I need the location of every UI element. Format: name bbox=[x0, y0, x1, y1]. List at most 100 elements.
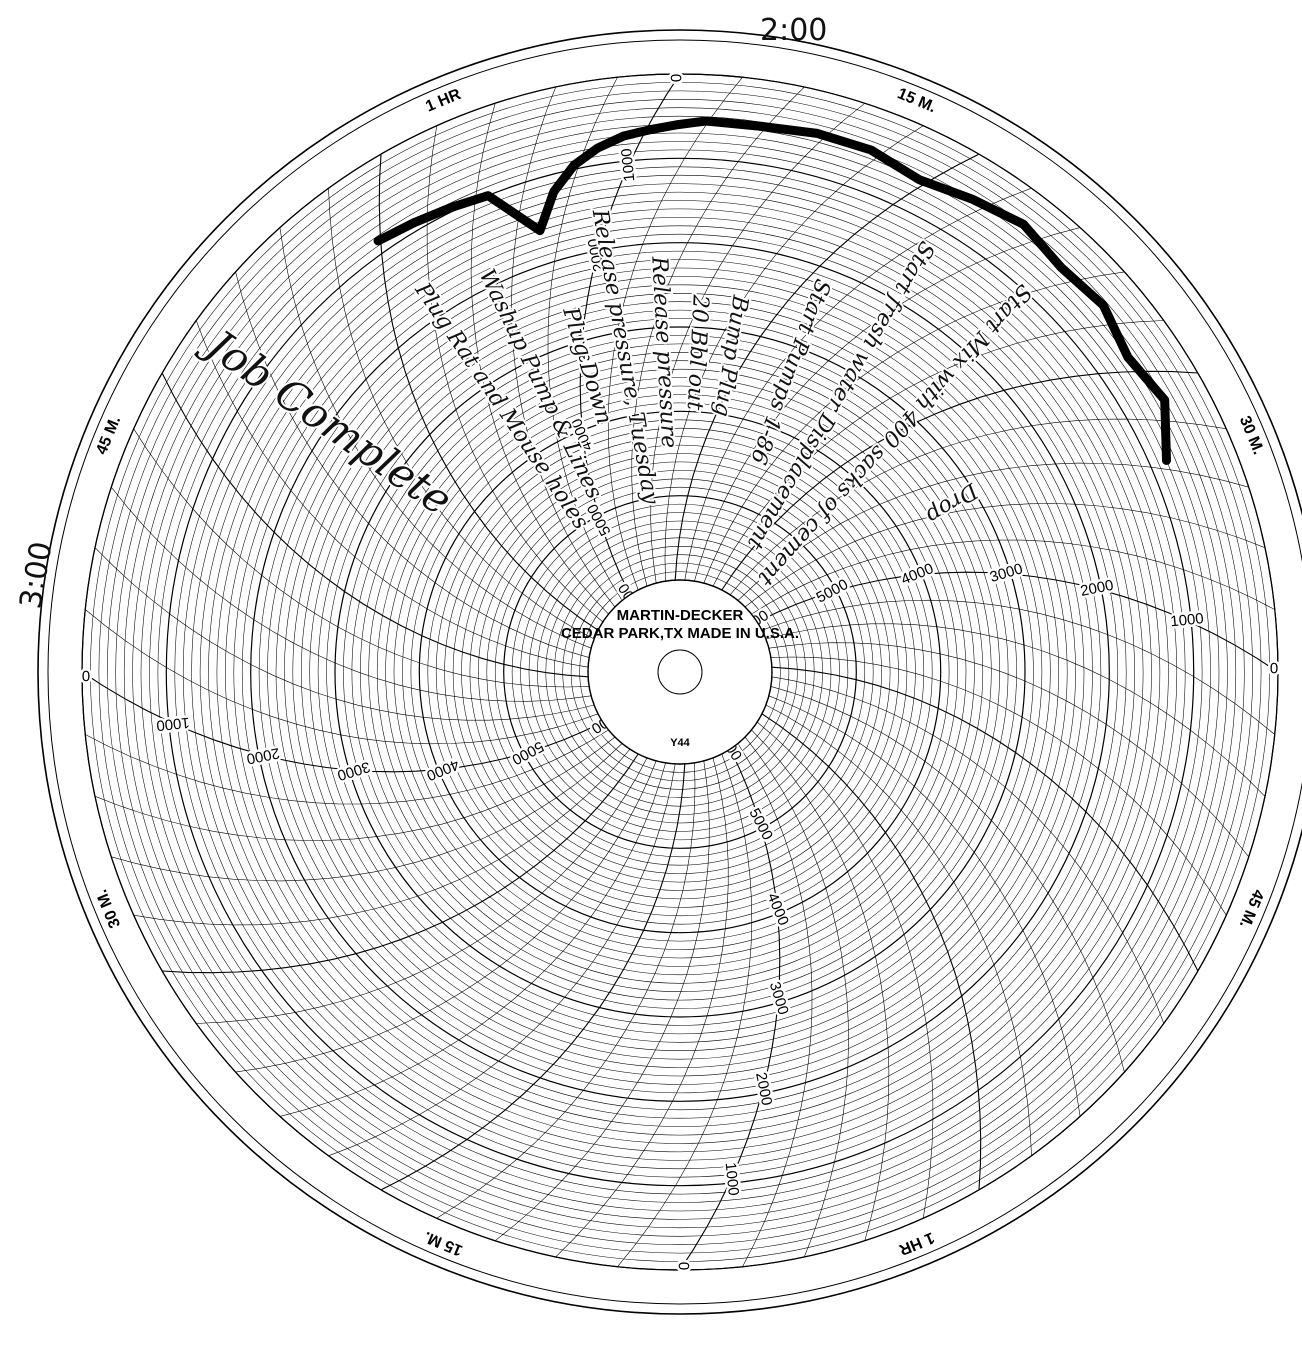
time-arc bbox=[737, 743, 813, 1267]
time-arc bbox=[511, 86, 616, 608]
radial-tick-label: 3000 bbox=[335, 758, 372, 784]
value-circle bbox=[275, 267, 1085, 1077]
value-circle bbox=[537, 529, 823, 815]
time-arc bbox=[85, 729, 609, 805]
value-circle bbox=[317, 309, 1043, 1035]
time-arc bbox=[111, 743, 623, 882]
value-circle bbox=[545, 537, 815, 807]
time-arc bbox=[757, 721, 934, 1219]
value-circle bbox=[115, 107, 1245, 1237]
handwritten-annotation: Release pressure bbox=[646, 255, 681, 449]
time-arc bbox=[279, 227, 592, 649]
time-arc bbox=[751, 539, 1275, 615]
value-circle bbox=[469, 461, 891, 883]
value-circle bbox=[208, 200, 1152, 1144]
value-circle bbox=[157, 149, 1203, 1195]
time-arc bbox=[770, 656, 1227, 916]
value-circle bbox=[284, 276, 1076, 1068]
time-arc bbox=[765, 623, 1266, 797]
time-arc bbox=[737, 462, 1249, 601]
time-arc bbox=[81, 671, 604, 773]
time-arc bbox=[235, 760, 657, 1073]
time-arc bbox=[555, 757, 729, 1258]
value-circle bbox=[511, 503, 849, 841]
time-arc bbox=[617, 753, 753, 1267]
time-arc bbox=[94, 547, 595, 721]
time-arc bbox=[195, 320, 589, 668]
time-arc bbox=[712, 320, 1164, 587]
value-circle bbox=[554, 546, 806, 798]
time-arc bbox=[235, 271, 590, 658]
time-marker: 2:00 bbox=[760, 13, 827, 48]
value-circle bbox=[360, 352, 1000, 992]
chart-grid bbox=[37, 29, 1302, 1315]
value-circle bbox=[165, 157, 1195, 1187]
value-circle bbox=[292, 284, 1068, 1060]
radial-tick-label: 4000 bbox=[763, 891, 791, 928]
radial-tick-label: 1000 bbox=[722, 1162, 742, 1197]
value-circle bbox=[267, 259, 1093, 1085]
value-circle bbox=[410, 402, 950, 942]
center-hole bbox=[657, 649, 703, 695]
value-circle bbox=[444, 436, 916, 908]
handwritten-annotation: 20 Bbl out bbox=[682, 293, 713, 411]
value-circle bbox=[427, 419, 933, 925]
time-arc bbox=[703, 271, 1125, 584]
time-scale-label: 1 HR bbox=[896, 1228, 937, 1258]
radial-tick-label: 4000 bbox=[899, 560, 936, 588]
value-circle bbox=[376, 368, 984, 976]
value-circle bbox=[123, 115, 1237, 1229]
time-arc bbox=[85, 609, 599, 745]
time-arc bbox=[684, 187, 1032, 581]
time-arc bbox=[161, 372, 589, 678]
value-circle bbox=[191, 183, 1169, 1161]
time-arc bbox=[729, 418, 1227, 595]
radial-tick-label: 2000 bbox=[245, 744, 281, 767]
value-circle bbox=[107, 99, 1253, 1245]
time-arc bbox=[765, 704, 1032, 1156]
value-circle bbox=[486, 478, 874, 866]
time-arc bbox=[380, 763, 686, 1191]
radial-tick-label: 0 bbox=[1270, 660, 1278, 677]
radial-tick-label: 0 bbox=[668, 74, 685, 82]
time-scale-label: 45 M. bbox=[1236, 887, 1267, 930]
time-arc bbox=[436, 762, 696, 1219]
time-arc bbox=[761, 599, 1275, 735]
value-circle bbox=[225, 217, 1135, 1127]
value-circle bbox=[520, 512, 840, 832]
value-circle bbox=[351, 343, 1009, 1001]
pen-trace bbox=[373, 116, 1171, 465]
time-arc bbox=[547, 77, 623, 601]
value-circle bbox=[503, 495, 857, 849]
time-scale-label: 30 M. bbox=[1236, 414, 1267, 457]
value-circle bbox=[98, 90, 1262, 1254]
time-arc bbox=[607, 77, 743, 591]
time-arc bbox=[94, 736, 616, 841]
value-circle bbox=[418, 410, 942, 934]
radial-tick-label: 0 bbox=[675, 1262, 692, 1270]
outer-rim bbox=[37, 29, 1302, 1315]
time-arc bbox=[721, 370, 1198, 591]
radial-tick-label: 5000 bbox=[814, 576, 851, 607]
time-arc bbox=[133, 749, 631, 926]
time-arc bbox=[196, 757, 648, 1024]
value-circle bbox=[334, 326, 1026, 1018]
radial-tick-label: 2000 bbox=[1079, 577, 1115, 600]
time-arc bbox=[111, 487, 592, 702]
time-arc bbox=[744, 503, 1266, 608]
value-circle bbox=[241, 233, 1119, 1111]
time-arc bbox=[770, 686, 1125, 1073]
radial-tick-label: 1000 bbox=[1170, 610, 1205, 630]
radial-tick-label: 3000 bbox=[988, 560, 1025, 586]
radial-tick-label: 0 bbox=[82, 667, 90, 684]
value-circle bbox=[452, 444, 908, 900]
radial-tick-label: 5000 bbox=[509, 737, 546, 768]
value-circle bbox=[562, 554, 798, 790]
value-circle bbox=[402, 394, 958, 950]
value-circle bbox=[528, 520, 832, 824]
time-arc bbox=[650, 103, 865, 584]
value-circle bbox=[326, 318, 1034, 1026]
